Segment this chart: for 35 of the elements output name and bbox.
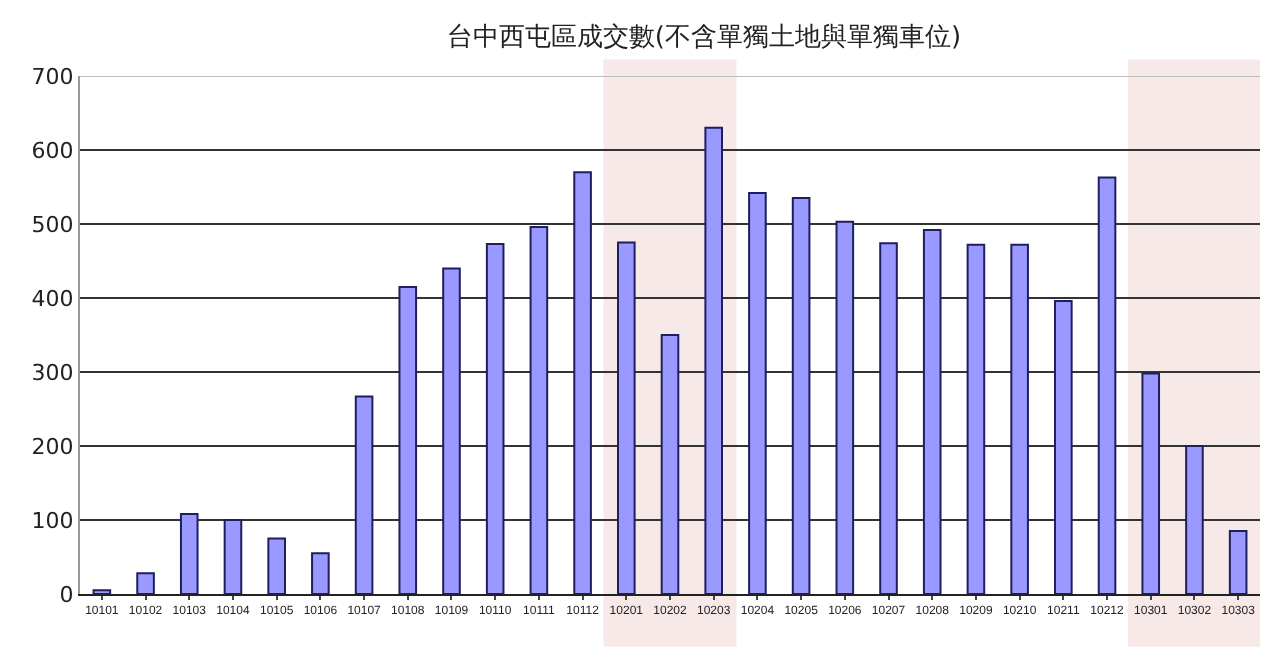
bar xyxy=(485,242,505,594)
bar xyxy=(704,126,723,594)
bar xyxy=(529,225,549,594)
bar xyxy=(267,537,286,594)
y-tick-label: 200 xyxy=(31,433,74,460)
bar xyxy=(573,171,592,594)
bar xyxy=(1185,445,1204,594)
bar xyxy=(179,513,199,594)
bar xyxy=(1141,372,1161,594)
bar xyxy=(136,572,155,594)
bar xyxy=(748,191,767,594)
bar xyxy=(966,243,986,594)
bar xyxy=(660,334,680,594)
y-tick-label: 600 xyxy=(31,137,74,164)
bar xyxy=(1010,243,1029,594)
bar xyxy=(791,197,811,594)
bar xyxy=(617,241,636,594)
y-tick-label: 0 xyxy=(59,581,74,608)
chart-title: 台中西屯區成交數(不含單獨土地與單獨車位) xyxy=(446,20,962,53)
bar xyxy=(1228,530,1248,594)
y-tick-label: 100 xyxy=(31,507,74,534)
bar xyxy=(1054,299,1073,594)
bar xyxy=(835,220,855,594)
bar xyxy=(398,285,418,594)
bar xyxy=(442,267,461,594)
y-tick-label: 700 xyxy=(31,63,74,90)
y-tick-label: 500 xyxy=(31,211,74,238)
y-tick-label: 400 xyxy=(31,285,74,312)
bar xyxy=(879,242,898,594)
bar xyxy=(223,519,243,594)
bar xyxy=(1097,176,1117,594)
bar xyxy=(922,228,942,594)
bar xyxy=(311,552,330,594)
bar xyxy=(354,395,374,594)
y-tick-label: 300 xyxy=(31,359,74,386)
